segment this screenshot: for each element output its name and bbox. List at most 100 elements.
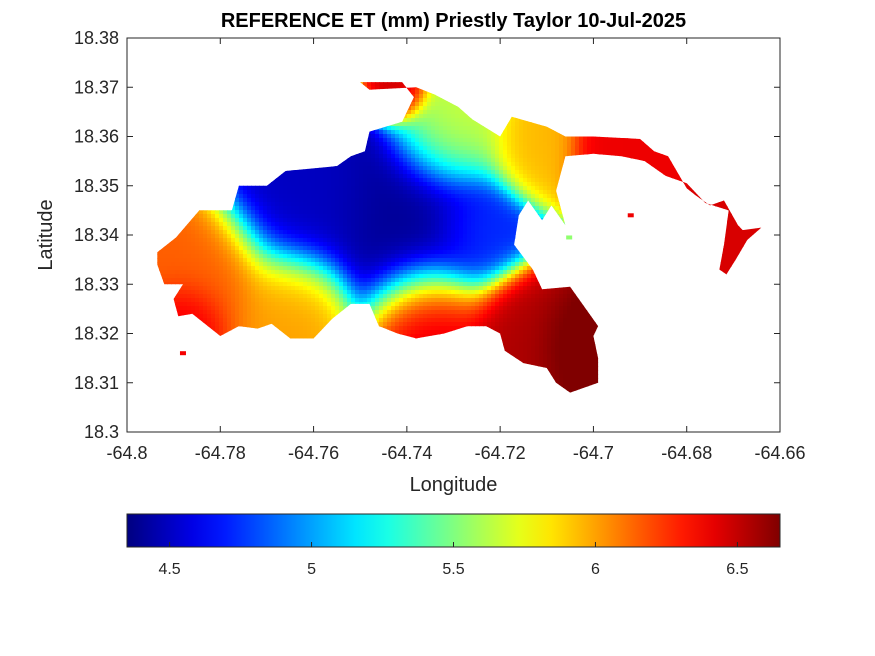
heatmap-cell bbox=[203, 262, 208, 267]
heatmap-cell bbox=[299, 238, 304, 243]
heatmap-cell bbox=[271, 322, 276, 327]
heatmap-cell bbox=[187, 294, 192, 299]
heatmap-cell bbox=[183, 278, 188, 283]
heatmap-cell bbox=[207, 302, 212, 307]
heatmap-cell bbox=[167, 274, 172, 279]
heatmap-cell bbox=[263, 194, 268, 199]
heatmap-cell bbox=[219, 318, 224, 323]
heatmap-cell bbox=[211, 254, 216, 259]
heatmap-cell bbox=[259, 198, 264, 203]
heatmap-cell bbox=[271, 214, 276, 219]
heatmap-cell bbox=[291, 238, 296, 243]
heatmap-cell bbox=[311, 302, 316, 307]
heatmap-cell bbox=[263, 310, 268, 315]
heatmap-cell bbox=[199, 238, 204, 243]
heatmap-cell bbox=[291, 226, 296, 231]
heatmap-cell bbox=[231, 290, 236, 295]
heatmap-cell bbox=[203, 266, 208, 271]
heatmap-cell bbox=[219, 274, 224, 279]
heatmap-cell bbox=[255, 250, 260, 255]
heatmap-cell bbox=[195, 262, 200, 267]
heatmap-cell bbox=[199, 302, 204, 307]
heatmap-cell bbox=[223, 210, 228, 215]
heatmap-cell bbox=[267, 206, 272, 211]
heatmap-cell bbox=[319, 178, 324, 183]
heatmap-cell bbox=[283, 270, 288, 275]
heatmap-cell bbox=[211, 258, 216, 263]
heatmap-cell bbox=[239, 258, 244, 263]
heatmap-cell bbox=[207, 286, 212, 291]
heatmap-cell bbox=[295, 246, 300, 251]
heatmap-cell bbox=[291, 222, 296, 227]
heatmap-cell bbox=[299, 322, 304, 327]
heatmap-cell bbox=[167, 242, 172, 247]
heatmap-cell bbox=[315, 230, 320, 235]
heatmap-cell bbox=[315, 286, 320, 291]
heatmap-cell bbox=[211, 298, 216, 303]
heatmap-cell bbox=[211, 290, 216, 295]
heatmap-cell bbox=[199, 274, 204, 279]
heatmap-cell bbox=[307, 294, 312, 299]
heatmap-cell bbox=[287, 234, 292, 239]
heatmap-cell bbox=[307, 230, 312, 235]
heatmap-cell bbox=[203, 278, 208, 283]
heatmap-cell bbox=[263, 314, 268, 319]
heatmap-cell bbox=[195, 214, 200, 219]
heatmap-cell bbox=[295, 242, 300, 247]
heatmap-cell bbox=[295, 270, 300, 275]
heatmap-cell bbox=[179, 310, 184, 315]
heatmap-cell bbox=[267, 198, 272, 203]
heatmap-cell bbox=[231, 298, 236, 303]
heatmap-cell bbox=[187, 274, 192, 279]
heatmap-cell bbox=[283, 222, 288, 227]
heatmap-cell bbox=[279, 182, 284, 187]
heatmap-cell bbox=[263, 226, 268, 231]
heatmap-cell bbox=[191, 222, 196, 227]
heatmap-cell bbox=[191, 298, 196, 303]
heatmap-cell bbox=[171, 258, 176, 263]
heatmap-cell bbox=[199, 298, 204, 303]
heatmap-cell bbox=[239, 306, 244, 311]
heatmap-cell bbox=[259, 258, 264, 263]
heatmap-cell bbox=[271, 290, 276, 295]
heatmap-cell bbox=[319, 194, 324, 199]
heatmap-cell bbox=[275, 242, 280, 247]
heatmap-cell bbox=[315, 318, 320, 323]
heatmap-cell bbox=[319, 218, 324, 223]
heatmap-cell bbox=[299, 174, 304, 179]
heatmap-cell bbox=[163, 250, 168, 255]
heatmap-cell bbox=[299, 170, 304, 175]
heatmap-cell bbox=[319, 182, 324, 187]
heatmap-cell bbox=[267, 322, 272, 327]
heatmap-cell bbox=[251, 298, 256, 303]
heatmap-cell bbox=[303, 286, 308, 291]
heatmap-cell bbox=[215, 286, 220, 291]
heatmap-cell bbox=[323, 194, 328, 199]
heatmap-cell bbox=[203, 222, 208, 227]
heatmap-cell bbox=[279, 286, 284, 291]
heatmap-cell bbox=[231, 306, 236, 311]
heatmap-cell bbox=[287, 310, 292, 315]
heatmap-cell bbox=[195, 238, 200, 243]
heatmap-cell bbox=[311, 242, 316, 247]
heatmap-cell bbox=[279, 210, 284, 215]
heatmap-cell bbox=[231, 226, 236, 231]
heatmap-cell bbox=[203, 226, 208, 231]
heatmap-cell bbox=[303, 298, 308, 303]
heatmap-cell bbox=[259, 194, 264, 199]
heatmap-cell bbox=[303, 186, 308, 191]
heatmap-cell bbox=[279, 294, 284, 299]
heatmap-cell bbox=[203, 298, 208, 303]
heatmap-cell bbox=[215, 306, 220, 311]
heatmap-cell bbox=[315, 326, 320, 331]
heatmap-cell bbox=[215, 254, 220, 259]
heatmap-cell bbox=[191, 278, 196, 283]
heatmap-cell bbox=[235, 298, 240, 303]
heatmap-cell bbox=[315, 322, 320, 327]
heatmap-cell bbox=[291, 250, 296, 255]
heatmap-cell bbox=[235, 258, 240, 263]
heatmap-cell bbox=[287, 286, 292, 291]
heatmap-cell bbox=[255, 302, 260, 307]
heatmap-cell bbox=[275, 270, 280, 275]
heatmap-cell bbox=[311, 258, 316, 263]
